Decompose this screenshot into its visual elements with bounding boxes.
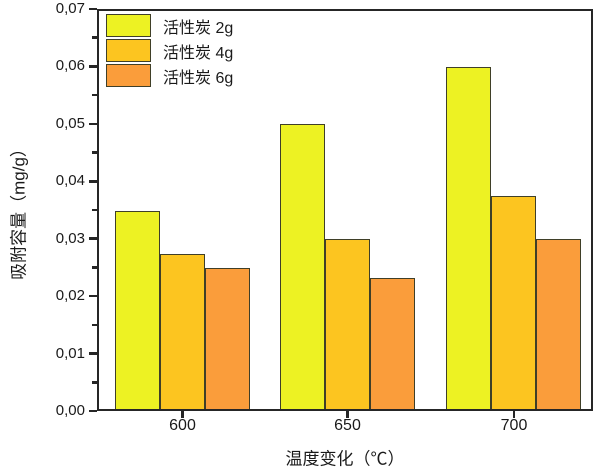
y-axis-tick bbox=[89, 65, 97, 68]
bar bbox=[324, 239, 370, 409]
legend-label: 活性炭 6g bbox=[163, 69, 234, 87]
bar bbox=[446, 66, 491, 409]
y-tick-label: 0,00 bbox=[55, 402, 85, 419]
legend-swatch bbox=[106, 14, 151, 37]
legend-label: 活性炭 4g bbox=[163, 44, 234, 62]
y-axis-title: 吸附容量（mg/g） bbox=[9, 140, 29, 280]
y-axis-tick bbox=[89, 7, 97, 11]
y-axis-minor-tick bbox=[92, 208, 97, 212]
y-axis-minor-tick bbox=[92, 93, 97, 97]
legend-swatch bbox=[106, 39, 151, 62]
bar bbox=[159, 253, 205, 409]
bar bbox=[114, 210, 160, 409]
y-axis-minor-tick bbox=[92, 36, 97, 39]
bar bbox=[279, 124, 325, 409]
y-axis-minor-tick bbox=[92, 323, 97, 327]
y-axis-tick bbox=[89, 237, 97, 240]
bar bbox=[204, 267, 250, 409]
x-axis-title: 温度变化（℃） bbox=[285, 449, 405, 469]
plot-area: 活性炭 2g 活性炭 4g 活性炭 6g bbox=[97, 9, 593, 411]
x-tick-label: 700 bbox=[500, 417, 528, 434]
x-axis-tick bbox=[512, 411, 516, 418]
y-tick-label: 0,04 bbox=[55, 172, 85, 190]
y-axis-tick bbox=[89, 180, 97, 183]
y-axis-minor-tick bbox=[92, 151, 97, 154]
bar bbox=[491, 196, 536, 409]
bar bbox=[369, 277, 415, 409]
bar bbox=[536, 239, 581, 409]
y-axis-tick bbox=[89, 409, 97, 413]
y-tick-label: 0,01 bbox=[55, 344, 85, 362]
y-tick-label: 0,02 bbox=[55, 287, 85, 305]
x-tick-label: 600 bbox=[169, 417, 196, 434]
y-tick-label: 0,03 bbox=[55, 229, 85, 247]
y-axis-minor-tick bbox=[92, 266, 97, 269]
y-axis-minor-tick bbox=[92, 381, 97, 384]
legend: 活性炭 2g 活性炭 4g 活性炭 6g bbox=[106, 14, 233, 89]
legend-swatch bbox=[106, 64, 151, 87]
x-axis-tick bbox=[181, 411, 184, 418]
y-tick-label: 0,06 bbox=[55, 57, 85, 75]
legend-item: 活性炭 6g bbox=[106, 64, 233, 87]
y-tick-label: 0,07 bbox=[55, 0, 85, 17]
y-tick-label: 0,05 bbox=[55, 114, 85, 132]
y-axis-tick bbox=[89, 122, 97, 126]
legend-item: 活性炭 4g bbox=[106, 39, 233, 62]
y-axis-tick bbox=[89, 294, 97, 298]
y-axis-tick bbox=[89, 352, 97, 355]
legend-item: 活性炭 2g bbox=[106, 14, 233, 37]
legend-label: 活性炭 2g bbox=[163, 19, 234, 37]
x-axis-tick bbox=[346, 411, 349, 418]
x-tick-label: 650 bbox=[334, 417, 361, 434]
